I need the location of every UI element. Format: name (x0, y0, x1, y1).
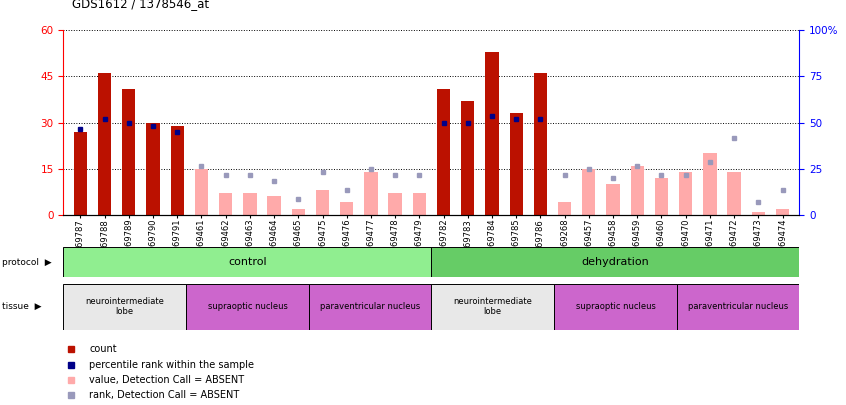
Bar (461, 101, 475, 215)
Bar (582, 168, 596, 215)
Bar (431, 284, 554, 330)
Bar (776, 209, 789, 215)
Bar (413, 193, 426, 215)
Bar (267, 196, 281, 215)
Text: tissue  ▶: tissue ▶ (2, 302, 41, 311)
Text: supraoptic nucleus: supraoptic nucleus (207, 302, 288, 311)
Bar (751, 211, 765, 215)
Bar (292, 209, 305, 215)
Bar (679, 172, 692, 215)
Bar (365, 172, 377, 215)
Bar (607, 184, 620, 215)
Bar (219, 193, 233, 215)
Bar (388, 193, 402, 215)
Bar (309, 284, 431, 330)
Bar (431, 247, 799, 277)
Bar (74, 132, 87, 215)
Text: control: control (228, 257, 266, 267)
Text: rank, Detection Call = ABSENT: rank, Detection Call = ABSENT (89, 390, 239, 400)
Bar (195, 168, 208, 215)
Bar (655, 178, 668, 215)
Bar (63, 284, 186, 330)
Text: dehydration: dehydration (581, 257, 650, 267)
Text: percentile rank within the sample: percentile rank within the sample (89, 360, 254, 369)
Text: neurointermediate
lobe: neurointermediate lobe (85, 297, 164, 316)
Text: paraventricular nucleus: paraventricular nucleus (688, 302, 788, 311)
Bar (186, 284, 309, 330)
Bar (98, 73, 112, 215)
Bar (554, 284, 677, 330)
Bar (486, 52, 498, 215)
Text: protocol  ▶: protocol ▶ (2, 258, 52, 267)
Bar (243, 193, 256, 215)
Bar (122, 89, 135, 215)
Text: paraventricular nucleus: paraventricular nucleus (320, 302, 420, 311)
Bar (63, 247, 431, 277)
Bar (558, 202, 571, 215)
Bar (534, 73, 547, 215)
Bar (728, 172, 741, 215)
Bar (509, 113, 523, 215)
Text: count: count (89, 345, 117, 354)
Bar (316, 190, 329, 215)
Bar (146, 122, 160, 215)
Bar (677, 284, 799, 330)
Text: neurointermediate
lobe: neurointermediate lobe (453, 297, 532, 316)
Bar (703, 153, 717, 215)
Text: GDS1612 / 1378546_at: GDS1612 / 1378546_at (72, 0, 209, 10)
Text: supraoptic nucleus: supraoptic nucleus (575, 302, 656, 311)
Text: value, Detection Call = ABSENT: value, Detection Call = ABSENT (89, 375, 244, 385)
Bar (437, 89, 450, 215)
Bar (630, 166, 644, 215)
Bar (340, 202, 354, 215)
Bar (171, 126, 184, 215)
